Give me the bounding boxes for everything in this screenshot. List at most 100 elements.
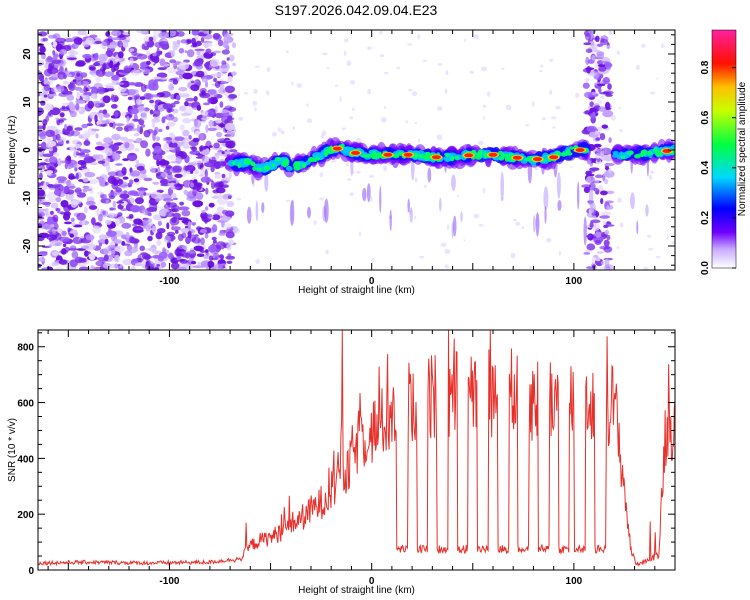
noise-blob [109, 223, 116, 229]
noise-blob [179, 201, 185, 206]
faint-noise [551, 116, 556, 120]
faint-noise [423, 184, 428, 188]
noise-blob [58, 259, 68, 265]
noise-blob [200, 149, 209, 156]
noise-blob [166, 231, 176, 236]
noise-blob [79, 266, 90, 270]
signal-track-blob [455, 155, 460, 161]
noise-blob [213, 50, 222, 54]
noise-blob [187, 221, 191, 229]
faint-noise [351, 107, 355, 111]
noise-blob [114, 263, 119, 269]
noise-blob [98, 242, 102, 247]
noise-blob [71, 250, 79, 259]
noise-blob [127, 190, 139, 196]
spectrogram-xlabel: Height of straight line (km) [298, 285, 415, 296]
noise-blob [124, 141, 130, 149]
noise-blob [213, 142, 220, 149]
noise-blob [71, 222, 76, 227]
noise-blob [204, 213, 213, 218]
noise-blob [205, 187, 209, 195]
noise-blob [603, 264, 615, 270]
noise-blob [67, 83, 74, 89]
noise-blob [166, 154, 177, 160]
noise-blob [193, 160, 199, 164]
faint-noise [600, 150, 605, 155]
noise-blob [110, 104, 118, 109]
noise-blob [45, 115, 49, 123]
colorbar-tick-label: 0.6 [700, 110, 711, 124]
colorbar [711, 29, 737, 269]
noise-blob [194, 234, 199, 237]
signal-track-blob [504, 156, 510, 162]
noise-blob [65, 128, 75, 137]
faint-noise [478, 224, 484, 227]
noise-blob [199, 146, 204, 152]
streak [255, 200, 259, 222]
noise-blob [137, 254, 142, 261]
noise-blob [68, 101, 74, 108]
noise-blob [85, 200, 96, 206]
noise-blob [117, 40, 124, 48]
faint-noise [384, 71, 389, 75]
noise-blob [133, 178, 140, 183]
noise-blob [111, 133, 121, 141]
noise-blob [38, 213, 42, 218]
noise-blob [52, 53, 60, 58]
faint-noise [277, 127, 282, 132]
faint-noise [671, 241, 675, 245]
noise-blob [111, 74, 120, 81]
signal-peak-core [533, 157, 542, 162]
noise-blob [135, 262, 143, 267]
noise-blob [84, 171, 96, 178]
noise-blob [196, 253, 205, 257]
noise-blob [604, 200, 614, 204]
faint-noise [575, 92, 580, 98]
signal-peak-core [431, 155, 441, 160]
noise-blob [598, 106, 606, 112]
noise-blob [162, 198, 174, 202]
noise-blob [220, 64, 228, 69]
noise-blob [134, 197, 144, 205]
noise-blob [99, 112, 104, 121]
faint-noise [591, 55, 596, 61]
faint-noise [319, 197, 324, 201]
signal-peak-core [403, 152, 413, 157]
noise-blob [213, 161, 221, 170]
noise-blob [172, 165, 182, 173]
noise-blob [182, 129, 190, 137]
streak [645, 204, 649, 217]
noise-blob [48, 62, 55, 69]
spectrogram-xtick-label: 100 [566, 276, 583, 287]
signal-track-blob [392, 153, 400, 159]
noise-blob [162, 103, 173, 110]
faint-noise [292, 126, 295, 130]
signal-track-blob [634, 154, 641, 159]
faint-noise [417, 34, 421, 40]
noise-blob [229, 54, 235, 62]
noise-blob [174, 136, 185, 141]
noise-blob [180, 112, 191, 117]
faint-noise [396, 66, 401, 70]
noise-blob [583, 186, 591, 194]
noise-blob [52, 214, 59, 222]
noise-blob [113, 239, 123, 244]
noise-blob [90, 162, 98, 165]
faint-noise [238, 93, 241, 96]
noise-blob [53, 266, 64, 270]
signal-track-blob [365, 154, 372, 158]
noise-blob [47, 216, 53, 225]
noise-blob [178, 61, 190, 70]
streak [261, 202, 265, 214]
faint-noise [619, 222, 624, 228]
faint-noise [650, 170, 655, 174]
noise-blob [156, 239, 162, 246]
signal-track-blob [256, 167, 263, 172]
noise-blob [153, 76, 162, 80]
noise-blob [224, 210, 235, 217]
noise-blob [586, 176, 592, 184]
noise-blob [160, 171, 169, 178]
faint-noise [650, 91, 656, 95]
noise-blob [126, 116, 130, 123]
noise-blob [218, 232, 227, 236]
